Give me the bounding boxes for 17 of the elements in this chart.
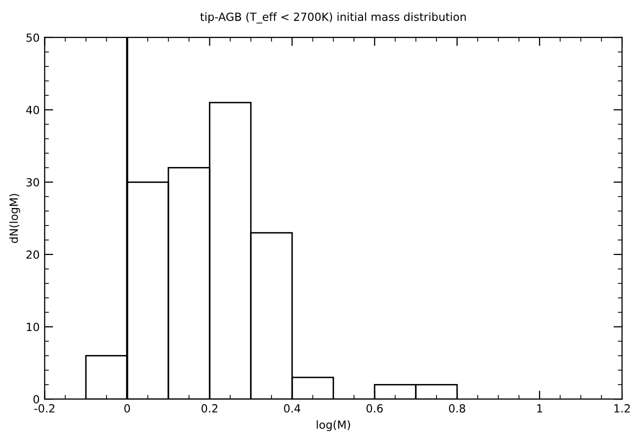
- y-tick-label: 50: [26, 33, 40, 42]
- y-tick-label: 30: [26, 178, 40, 187]
- y-tick-label: 10: [26, 322, 40, 332]
- x-tick-label: 0.8: [448, 404, 466, 413]
- y-axis-title: dN(logM): [9, 194, 20, 243]
- x-tick-label: 1.2: [614, 404, 630, 412]
- x-tick-label: -0.2: [34, 404, 54, 413]
- x-tick-label: 0.2: [202, 404, 218, 413]
- x-tick-label: 0: [124, 404, 130, 413]
- chart-title: tip-AGB (T_eff < 2700K) initial mass distribution: [200, 12, 466, 24]
- x-tick-label: 1: [537, 404, 542, 412]
- y-tick-label: 20: [26, 250, 40, 259]
- y-tick-label: 0: [33, 395, 40, 404]
- y-tick-label: 40: [26, 106, 40, 114]
- x-tick-label: 0.4: [284, 404, 300, 413]
- x-tick-label: 0.6: [366, 404, 383, 413]
- x-axis-title: log(M): [316, 420, 350, 432]
